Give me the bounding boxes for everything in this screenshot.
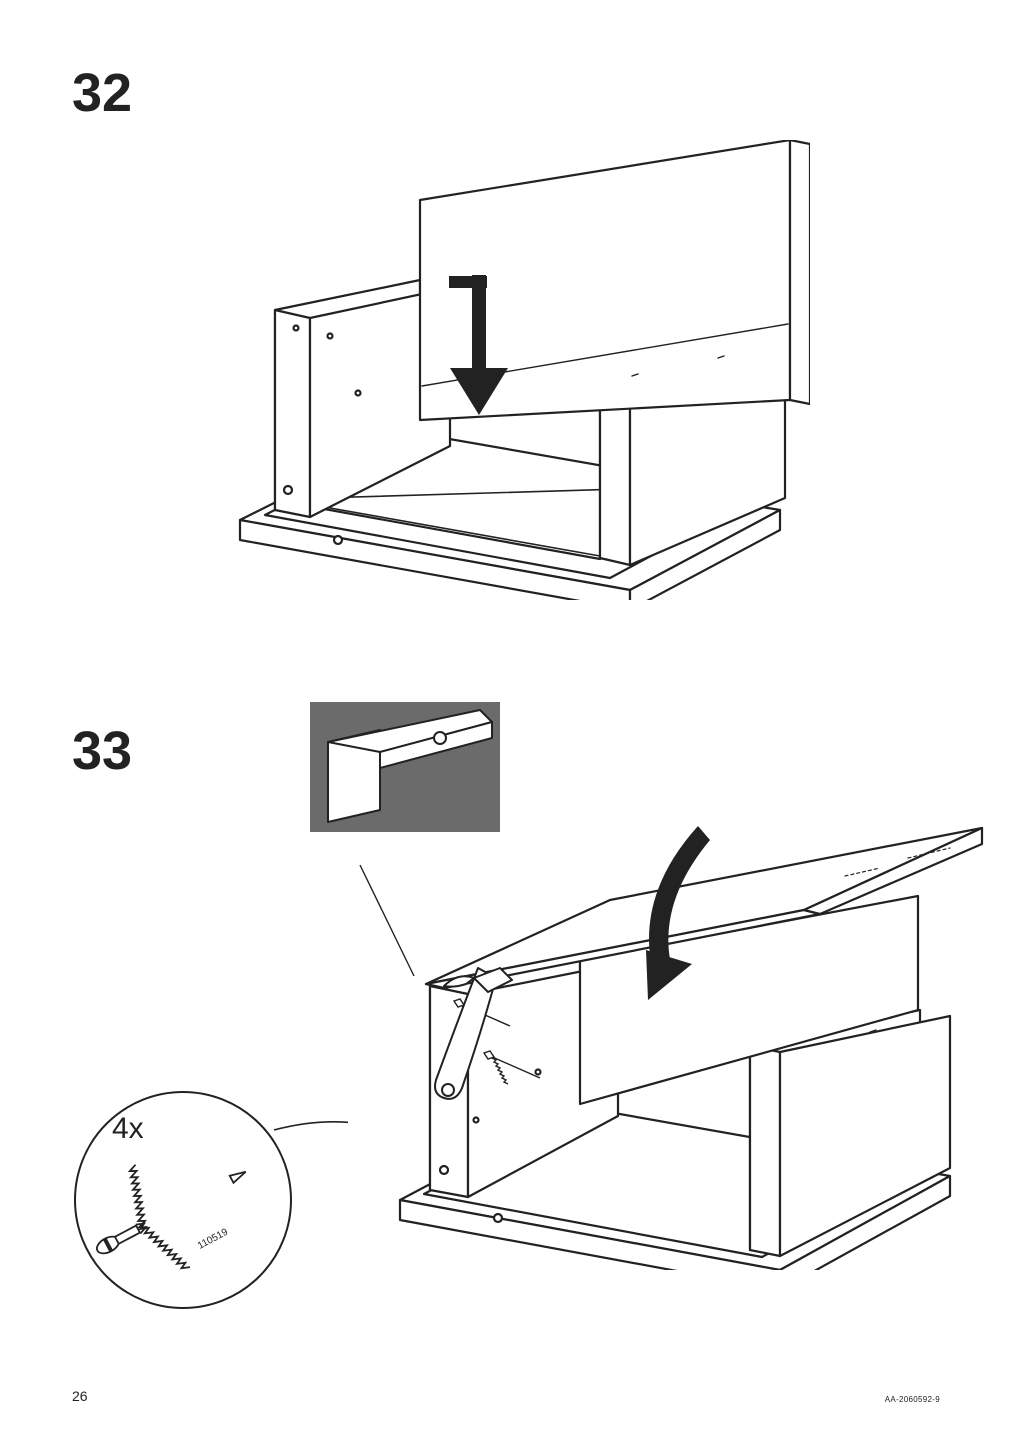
page-number: 26: [72, 1388, 88, 1404]
instruction-page: 32: [0, 0, 1012, 1432]
step-number-33: 33: [72, 720, 132, 782]
doc-reference: AA-2060592-9: [885, 1395, 940, 1404]
step-number-32: 32: [72, 62, 132, 124]
hammer-icon: [388, 960, 518, 1110]
hardware-qty: 4x: [112, 1112, 144, 1146]
illustration-step-32: [170, 140, 810, 600]
hardware-callout: 4x 110519: [48, 1060, 348, 1310]
